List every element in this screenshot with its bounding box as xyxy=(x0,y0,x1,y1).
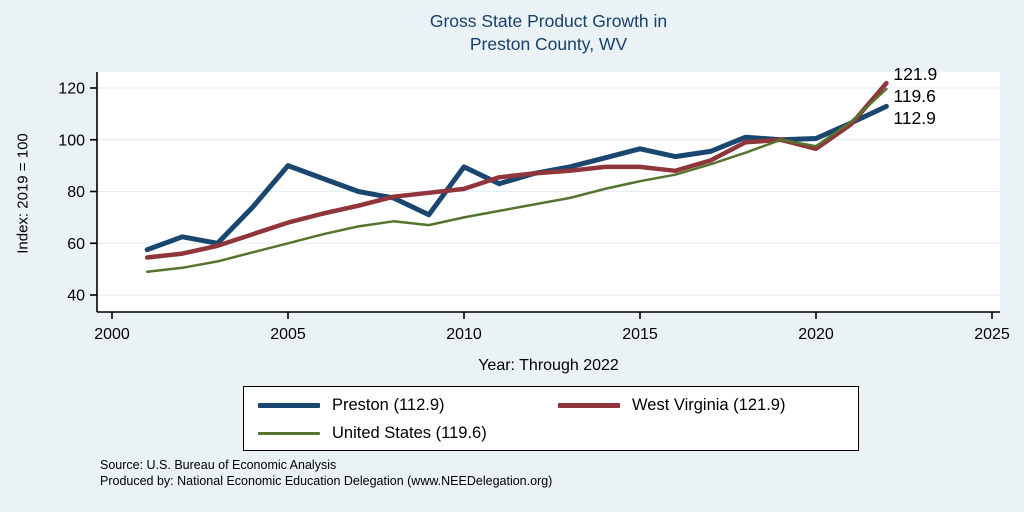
legend-label-preston: Preston (112.9) xyxy=(332,396,445,414)
legend-swatch-united-states xyxy=(258,432,320,435)
end-label-west-virginia: 121.9 xyxy=(893,64,937,84)
chart-title-line1: Gross State Product Growth in xyxy=(429,11,668,31)
footnote-source: Source: U.S. Bureau of Economic Analysis xyxy=(100,458,337,472)
series-line-preston xyxy=(144,103,889,253)
x-tick-label: 2010 xyxy=(446,326,482,343)
end-label-preston: 112.9 xyxy=(893,108,936,128)
x-tick-label: 2015 xyxy=(622,326,658,343)
series-line-west-virginia xyxy=(144,80,889,260)
x-axis-title: Year: Through 2022 xyxy=(478,357,619,374)
legend-item-west-virginia: West Virginia (121.9) xyxy=(558,396,858,415)
series-line-united-states xyxy=(145,87,888,273)
y-tick-label: 100 xyxy=(58,132,85,149)
x-tick-label: 2005 xyxy=(270,326,306,343)
y-tick-label: 80 xyxy=(67,184,85,201)
legend: Preston (112.9) West Virginia (121.9) Un… xyxy=(243,386,859,451)
end-label-united-states: 119.6 xyxy=(893,86,936,106)
x-tick-label: 2000 xyxy=(94,326,130,343)
legend-label-west-virginia: West Virginia (121.9) xyxy=(632,396,786,414)
y-tick-label: 60 xyxy=(67,236,85,253)
legend-item-preston: Preston (112.9) xyxy=(258,396,558,415)
legend-label-united-states: United States (119.6) xyxy=(332,424,487,442)
legend-swatch-preston xyxy=(258,403,320,408)
y-tick-label: 40 xyxy=(67,288,85,305)
footnote-produced: Produced by: National Economic Education… xyxy=(100,474,553,489)
legend-swatch-west-virginia xyxy=(558,403,620,408)
footnotes: Source: U.S. Bureau of Economic Analysis… xyxy=(100,457,552,490)
legend-item-united-states: United States (119.6) xyxy=(258,424,558,443)
x-tick-label: 2025 xyxy=(974,326,1010,343)
x-tick-label: 2020 xyxy=(798,326,834,343)
chart-title: Gross State Product Growth in Preston Co… xyxy=(97,10,1000,56)
chart-title-line2: Preston County, WV xyxy=(469,33,628,54)
y-tick-label: 120 xyxy=(58,81,85,98)
